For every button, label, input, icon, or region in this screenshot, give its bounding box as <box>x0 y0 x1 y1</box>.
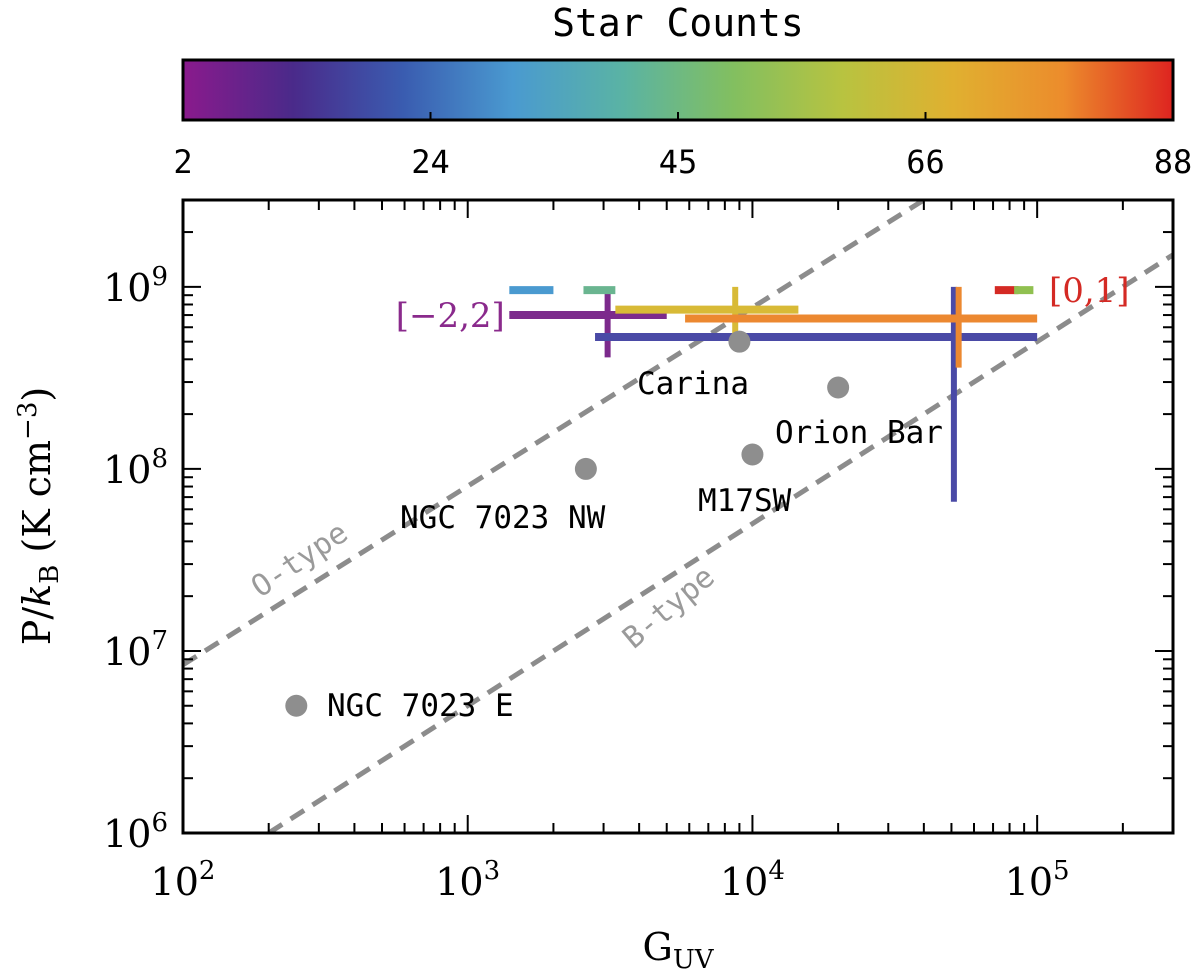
axis-ticks: 102 103 104 105 106 107 108 109 <box>103 199 1174 904</box>
x-tick-label-1e2: 102 <box>151 856 216 904</box>
point-label-ngc-7023-e: NGC 7023 E <box>327 688 514 724</box>
colorbar-tick-label-88: 88 <box>1154 143 1193 181</box>
colorbar-tick-label-45: 45 <box>659 143 698 181</box>
x-tick-label-1e4: 104 <box>720 856 785 904</box>
y-tick-label-1e8: 108 <box>103 444 168 492</box>
colorbar-gradient <box>181 58 1175 122</box>
plot-area: O-type B-type Carina Orion Bar NGC 7023 … <box>103 198 1175 904</box>
range-label-0-1: [0,1] <box>1049 271 1130 311</box>
data-point-m17sw <box>741 443 764 466</box>
y-tick-label-1e6: 106 <box>103 808 168 856</box>
colorbar-title: Star Counts <box>552 1 804 45</box>
data-point-orion-bar <box>827 376 850 399</box>
y-tick-label-1e7: 107 <box>103 626 168 674</box>
range-label-2-2: [−2,2] <box>396 296 505 336</box>
point-label-ngc-7023-nw: NGC 7023 NW <box>400 500 606 536</box>
data-point-carina <box>728 330 751 353</box>
reference-lines <box>183 200 1173 833</box>
colorbar: Star Counts 2 24 45 66 88 <box>173 1 1192 181</box>
colorbar-tick-label-66: 66 <box>906 143 945 181</box>
point-labels: Carina Orion Bar NGC 7023 NW M17SW NGC 7… <box>327 366 943 724</box>
x-tick-label-1e3: 103 <box>435 856 500 904</box>
point-label-orion-bar: Orion Bar <box>775 415 943 451</box>
range-bars <box>509 286 1038 502</box>
colorbar-ticks: 2 24 45 66 88 <box>173 112 1192 181</box>
reference-line-b-type <box>267 252 1173 833</box>
x-tick-label-1e5: 105 <box>1005 856 1070 904</box>
range-labels: [−2,2] [0,1] <box>396 271 1130 336</box>
reference-line-labels: O-type B-type <box>245 515 722 656</box>
reference-line-o-type <box>183 200 926 667</box>
colorbar-tick-label-24: 24 <box>411 143 450 181</box>
y-axis-label: P/kB (K cm−3) <box>13 387 65 645</box>
plot-frame <box>181 198 1175 835</box>
y-tick-label-1e9: 109 <box>103 262 168 310</box>
point-label-carina: Carina <box>637 366 749 402</box>
b-type-label: B-type <box>616 559 722 655</box>
data-point-ngc-7023-e <box>285 694 308 717</box>
x-axis-label: GUV <box>642 925 714 975</box>
data-point-ngc-7023-nw <box>574 457 597 480</box>
colorbar-tick-label-2: 2 <box>173 143 192 181</box>
data-points <box>285 330 850 717</box>
point-label-m17sw: M17SW <box>698 483 792 519</box>
